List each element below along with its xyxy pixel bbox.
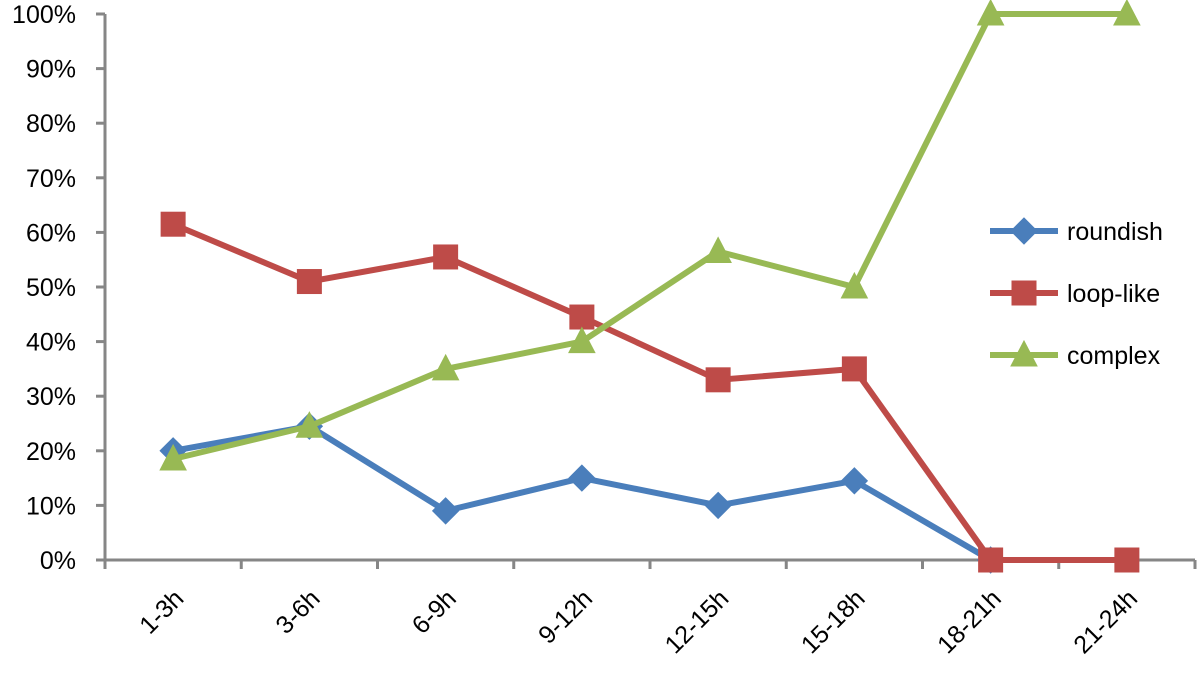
legend-item-loop-like: loop-like (990, 280, 1160, 308)
x-axis-ticks: 1-3h 3-6h 6-9h 9-12h 12-15h 15-18h 18-21h 21-24… (103, 560, 1197, 659)
legend-label: complex (1067, 342, 1161, 370)
y-tick-label: 50% (26, 274, 76, 302)
x-tick-label: 12-15h (660, 584, 735, 659)
complex-line (170, 11, 1130, 462)
complex-point (1113, 0, 1141, 26)
y-tick-label: 60% (26, 219, 76, 247)
legend: roundish loop-like complex (990, 217, 1163, 370)
loop-like-point (296, 269, 322, 295)
y-tick-label: 40% (26, 329, 76, 357)
complex-point (704, 236, 732, 264)
roundish-point (568, 464, 596, 492)
complex-point (568, 326, 596, 354)
series-complex (159, 0, 1141, 471)
y-tick-label: 0% (40, 547, 76, 575)
legend-swatch-marker (1010, 217, 1038, 245)
complex-point (159, 443, 187, 471)
legend-swatch-marker (1010, 339, 1038, 367)
x-tick-label: 3-6h (270, 584, 325, 639)
loop-like-point (433, 244, 459, 270)
y-tick-label: 90% (26, 56, 76, 84)
x-tick-label: 1-3h (134, 584, 189, 639)
legend-item-complex: complex (990, 339, 1161, 370)
loop-like-point (705, 367, 731, 393)
series-loop-like (160, 211, 1140, 573)
complex-point (295, 411, 324, 438)
complex-point (976, 0, 1005, 26)
loop-like-point (160, 211, 186, 237)
legend-label: loop-like (1067, 280, 1160, 308)
loop-like-point (978, 547, 1004, 573)
y-axis-ticks: 0% 10% 20% 30% 40% 50% 60% 70% 80% 90% 100% (12, 1, 105, 575)
y-tick-label: 70% (26, 165, 76, 193)
loop-like-line (170, 221, 1130, 563)
roundish-point (431, 497, 460, 525)
roundish-point (704, 491, 732, 520)
y-tick-label: 10% (26, 492, 76, 520)
x-tick-label: 18-21h (932, 584, 1007, 659)
complex-point (431, 353, 460, 381)
y-tick-label: 20% (26, 438, 76, 466)
y-tick-label: 100% (12, 1, 76, 29)
x-tick-label: 9-12h (533, 584, 598, 649)
y-tick-label: 30% (26, 383, 76, 411)
legend-label: roundish (1067, 218, 1163, 246)
series-layer (159, 0, 1141, 574)
roundish-point (840, 467, 869, 495)
loop-like-point (1114, 547, 1140, 573)
roundish-line (170, 423, 994, 563)
y-tick-label: 80% (26, 110, 76, 138)
x-tick-label: 6-9h (407, 584, 462, 639)
x-tick-label: 21-24h (1068, 584, 1143, 659)
x-tick-label: 15-18h (796, 584, 871, 659)
series-roundish (159, 412, 1005, 574)
loop-like-point (841, 356, 867, 382)
legend-item-roundish: roundish (990, 217, 1163, 246)
complex-point (840, 271, 869, 299)
loop-like-point (569, 304, 595, 330)
legend-swatch-marker (1011, 280, 1037, 306)
